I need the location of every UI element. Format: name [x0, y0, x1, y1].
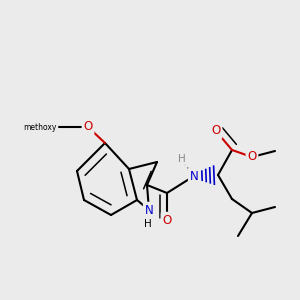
Text: methoxy: methoxy: [24, 122, 57, 131]
Text: H: H: [178, 154, 186, 164]
Text: H: H: [144, 219, 152, 229]
Text: N: N: [190, 169, 198, 182]
Text: O: O: [248, 151, 256, 164]
Text: N: N: [145, 203, 153, 217]
Text: O: O: [212, 124, 220, 137]
Text: O: O: [83, 121, 93, 134]
Text: O: O: [162, 214, 172, 226]
